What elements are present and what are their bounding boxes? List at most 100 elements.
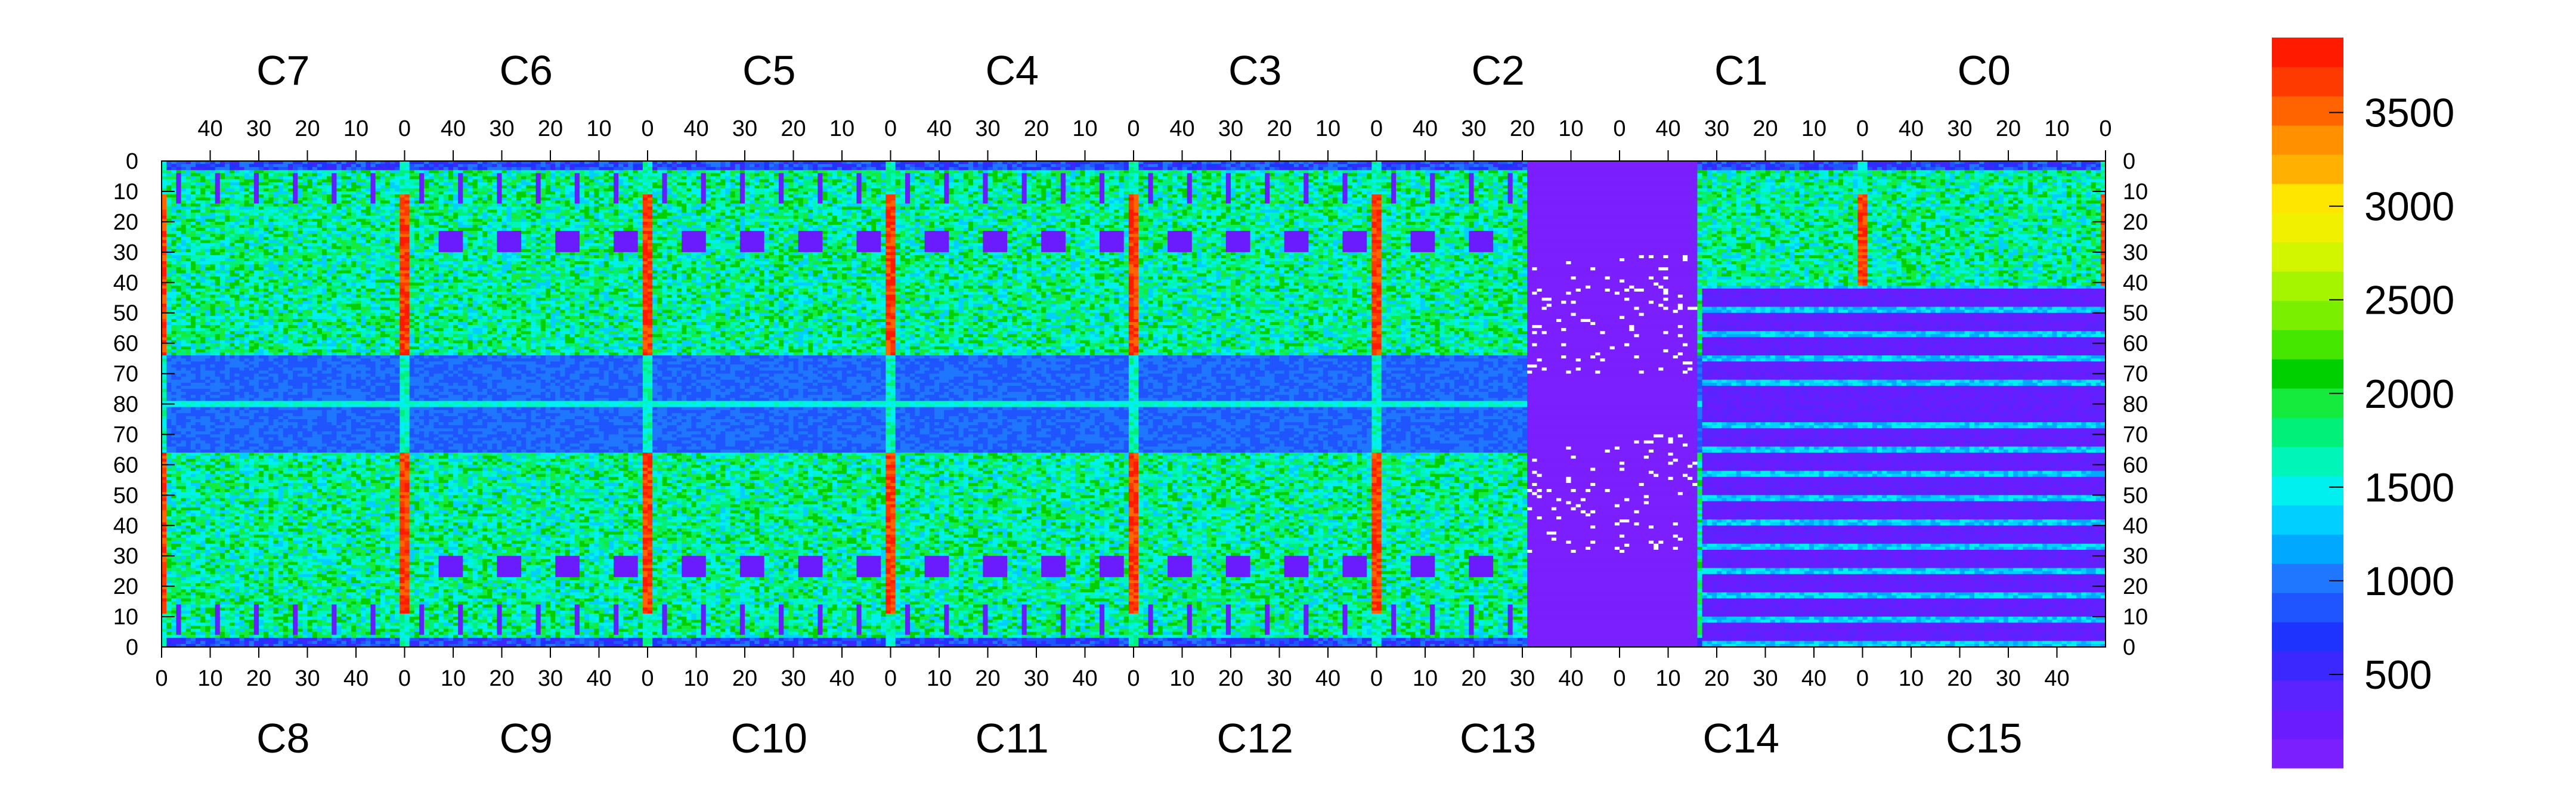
heatmap-cell-run: [1206, 167, 1212, 171]
heatmap-cell-run: [2047, 188, 2052, 192]
heatmap-cell-run: [380, 188, 386, 192]
heatmap-cell-run: [1080, 173, 1085, 177]
heatmap-cell-run: [1955, 179, 1965, 183]
heatmap-cell-run: [847, 185, 852, 189]
heatmap-cell-run: [638, 185, 643, 189]
heatmap-cell-run: [467, 188, 473, 192]
heatmap-cell-run: [1017, 164, 1022, 168]
heatmap-cell-run: [1197, 179, 1202, 183]
heatmap-cell-run: [2076, 164, 2082, 168]
heatmap-cell-run: [1017, 188, 1022, 192]
heatmap-cell-run: [546, 182, 551, 186]
heatmap-cell-run: [1075, 185, 1080, 189]
heatmap-cell-run: [973, 179, 983, 183]
heatmap-cell-run: [1717, 170, 1732, 174]
heatmap-cell-run: [1843, 179, 1849, 183]
heatmap-cell-run: [643, 185, 648, 189]
heatmap-cell-run: [609, 191, 614, 195]
heatmap-cell-run: [1999, 170, 2004, 174]
heatmap-cell-run: [507, 191, 512, 195]
heatmap-cell-run: [1887, 173, 1892, 177]
heatmap-cell-run: [881, 176, 886, 179]
heatmap-cell-run: [1498, 167, 1508, 171]
heatmap-cell-run: [1245, 185, 1250, 189]
heatmap-cell-run: [677, 164, 682, 168]
heatmap-cell-run: [1236, 170, 1250, 174]
heatmap-cell-run: [584, 191, 590, 195]
heatmap-cell-run: [2033, 182, 2038, 186]
heatmap-cell-run: [536, 164, 541, 168]
heatmap-cell-run: [667, 179, 673, 183]
heatmap-cell-run: [1527, 170, 1698, 174]
heatmap-cell-run: [1284, 188, 1290, 192]
heatmap-cell-run: [356, 164, 361, 168]
heatmap-cell-run: [1498, 176, 1508, 179]
heatmap-cell-run: [701, 176, 707, 179]
heatmap-cell-run: [1474, 176, 1479, 179]
heatmap-cell-run: [1921, 167, 1926, 171]
heatmap-cell-run: [643, 170, 648, 174]
heatmap-cell-run: [1192, 164, 1197, 168]
heatmap-cell-run: [784, 182, 789, 186]
heatmap-cell-run: [254, 173, 259, 177]
heatmap-cell-run: [1965, 167, 1970, 171]
heatmap-cell-run: [953, 179, 959, 183]
heatmap-cell-run: [2023, 179, 2028, 183]
heatmap-cell-run: [798, 182, 804, 186]
heatmap-cell-run: [662, 179, 667, 183]
heatmap-cell-run: [1328, 173, 1333, 177]
heatmap-cell-run: [905, 185, 911, 189]
heatmap-cell-run: [234, 176, 240, 179]
heatmap-cell-run: [268, 185, 274, 189]
heatmap-cell-run: [910, 173, 915, 177]
heatmap-cell-run: [599, 191, 605, 195]
heatmap-cell-run: [1206, 170, 1221, 174]
heatmap-cell-run: [302, 182, 308, 186]
heatmap-cell-run: [1280, 173, 1285, 177]
heatmap-cell-run: [1226, 170, 1236, 174]
heatmap-cell-run: [1940, 164, 1950, 168]
heatmap-cell-run: [1061, 188, 1066, 192]
heatmap-cell-run: [808, 167, 813, 171]
heatmap-cell-run: [1401, 167, 1406, 171]
heatmap-cell-run: [1439, 164, 1445, 168]
heatmap-cell-run: [1940, 170, 1946, 174]
heatmap-cell-run: [808, 170, 813, 174]
heatmap-cell-run: [730, 191, 736, 195]
heatmap-cell-run: [1304, 185, 1309, 189]
heatmap-cell-run: [507, 167, 512, 171]
heatmap-cell-run: [745, 167, 764, 171]
heatmap-cell-run: [915, 185, 920, 189]
heatmap-cell-run: [244, 170, 250, 174]
heatmap-cell-run: [580, 173, 585, 177]
heatmap-cell-run: [259, 167, 264, 171]
heatmap-cell-run: [905, 182, 911, 186]
heatmap-cell-run: [604, 176, 609, 179]
heatmap-cell-run: [370, 176, 376, 179]
heatmap-cell-run: [380, 185, 386, 189]
heatmap-cell-run: [774, 164, 779, 168]
heatmap-cell-run: [1143, 188, 1148, 192]
heatmap-cell-run: [288, 167, 293, 171]
heatmap-cell-run: [1163, 167, 1168, 171]
heatmap-cell-run: [604, 185, 609, 189]
heatmap-cell-run: [264, 173, 269, 177]
heatmap-cell-run: [1760, 182, 1766, 186]
heatmap-cell-run: [288, 182, 293, 186]
heatmap-cell-run: [531, 191, 536, 195]
heatmap-cell-run: [1493, 182, 1498, 186]
heatmap-cell-run: [862, 179, 867, 183]
heatmap-cell-run: [526, 179, 531, 183]
heatmap-cell-run: [526, 188, 536, 192]
heatmap-cell-run: [1789, 179, 1795, 183]
heatmap-cell-run: [268, 188, 278, 192]
heatmap-cell-run: [662, 188, 667, 192]
heatmap-cell-run: [628, 191, 633, 195]
heatmap-cell-run: [628, 173, 633, 177]
heatmap-cell-run: [434, 173, 439, 177]
heatmap-cell-run: [317, 164, 323, 168]
heatmap-cell-run: [1187, 170, 1193, 174]
heatmap-cell-run: [444, 191, 454, 195]
heatmap-cell-run: [1119, 188, 1125, 192]
heatmap-cell-run: [2018, 188, 2023, 192]
